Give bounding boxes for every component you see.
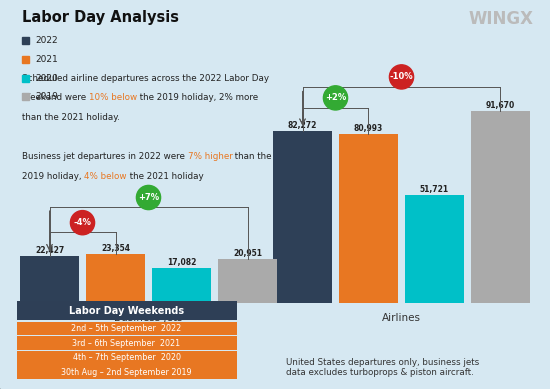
Text: 10% below: 10% below [89,93,137,102]
FancyBboxPatch shape [16,301,236,320]
Text: 20,951: 20,951 [233,249,262,258]
Text: Labor Day Analysis: Labor Day Analysis [22,10,179,25]
Text: 23,354: 23,354 [101,244,130,253]
Ellipse shape [389,65,414,89]
Text: than the: than the [233,152,272,161]
Text: the 2021 holiday: the 2021 holiday [126,172,204,181]
Text: Weekend were: Weekend were [22,93,89,102]
Bar [273,131,332,303]
Text: 82,272: 82,272 [288,121,317,130]
Text: Airlines: Airlines [382,313,421,323]
Bar [339,133,398,303]
Text: Scheduled airline departures across the 2022 Labor Day: Scheduled airline departures across the … [22,74,269,83]
Text: 2020: 2020 [36,74,58,83]
Bar [471,111,530,303]
Text: 2nd – 5th September  2022: 2nd – 5th September 2022 [72,324,182,333]
Text: 2022: 2022 [36,36,58,46]
Text: Business jet departures in 2022 were: Business jet departures in 2022 were [22,152,188,161]
FancyBboxPatch shape [16,322,236,335]
Text: United States departures only, business jets
data excludes turboprops & piston a: United States departures only, business … [286,358,479,377]
Text: -4%: -4% [74,218,91,227]
Text: 91,670: 91,670 [486,101,515,110]
Bar [20,256,79,303]
Bar [152,268,211,303]
Text: 7% higher: 7% higher [188,152,233,161]
Text: 2021: 2021 [36,55,58,64]
Bar [405,195,464,303]
Bar [86,254,145,303]
Text: Business Jets: Business Jets [114,313,183,323]
Text: -10%: -10% [390,72,413,81]
FancyBboxPatch shape [16,365,236,379]
Text: 4% below: 4% below [84,172,126,181]
Text: 2019: 2019 [36,92,58,102]
FancyBboxPatch shape [16,336,236,350]
Text: the 2019 holiday, 2% more: the 2019 holiday, 2% more [137,93,258,102]
Text: +7%: +7% [138,193,159,202]
FancyBboxPatch shape [16,351,236,364]
Text: 51,721: 51,721 [420,185,449,194]
Text: 17,082: 17,082 [167,258,196,266]
Text: 4th – 7th September  2020: 4th – 7th September 2020 [73,353,180,362]
Text: 22,427: 22,427 [35,246,64,255]
Ellipse shape [70,210,95,235]
Text: Labor Day Weekends: Labor Day Weekends [69,306,184,316]
Text: WINGX: WINGX [469,10,534,28]
Text: 3rd – 6th September  2021: 3rd – 6th September 2021 [73,338,180,348]
Text: 80,993: 80,993 [354,124,383,133]
Text: +2%: +2% [325,93,346,102]
Text: 30th Aug – 2nd September 2019: 30th Aug – 2nd September 2019 [61,368,192,377]
Ellipse shape [323,86,348,110]
Text: 2019 holiday,: 2019 holiday, [22,172,84,181]
Bar [218,259,277,303]
Ellipse shape [136,186,161,210]
Text: than the 2021 holiday.: than the 2021 holiday. [22,113,120,122]
